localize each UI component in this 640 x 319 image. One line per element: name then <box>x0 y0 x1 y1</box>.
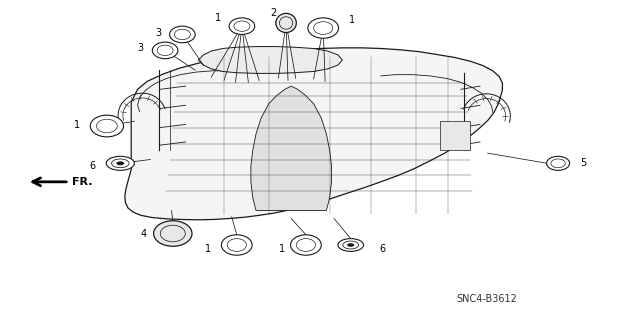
Text: 1: 1 <box>74 120 80 130</box>
Text: FR.: FR. <box>72 177 92 187</box>
Ellipse shape <box>154 221 192 246</box>
Ellipse shape <box>547 156 570 170</box>
Text: 1: 1 <box>278 244 285 255</box>
Circle shape <box>338 239 364 251</box>
Circle shape <box>106 156 134 170</box>
Text: 6: 6 <box>90 161 96 171</box>
Circle shape <box>116 161 124 165</box>
Ellipse shape <box>221 235 252 255</box>
Ellipse shape <box>308 18 339 38</box>
Text: SNC4-B3612: SNC4-B3612 <box>456 294 517 304</box>
Circle shape <box>347 243 355 247</box>
Text: 2: 2 <box>270 8 276 18</box>
Text: 1: 1 <box>205 244 211 255</box>
Text: 6: 6 <box>380 244 386 254</box>
Text: 1: 1 <box>349 15 355 25</box>
Ellipse shape <box>229 18 255 34</box>
Ellipse shape <box>90 115 124 137</box>
Ellipse shape <box>276 13 296 33</box>
Text: 3: 3 <box>156 27 162 38</box>
Polygon shape <box>198 47 342 73</box>
Text: 1: 1 <box>214 12 221 23</box>
Text: 4: 4 <box>141 228 147 239</box>
Polygon shape <box>125 48 502 220</box>
Text: 3: 3 <box>138 43 144 54</box>
Polygon shape <box>251 86 332 211</box>
Ellipse shape <box>152 42 178 59</box>
Polygon shape <box>440 121 470 150</box>
Ellipse shape <box>170 26 195 43</box>
Text: 5: 5 <box>580 158 587 168</box>
Ellipse shape <box>291 235 321 255</box>
